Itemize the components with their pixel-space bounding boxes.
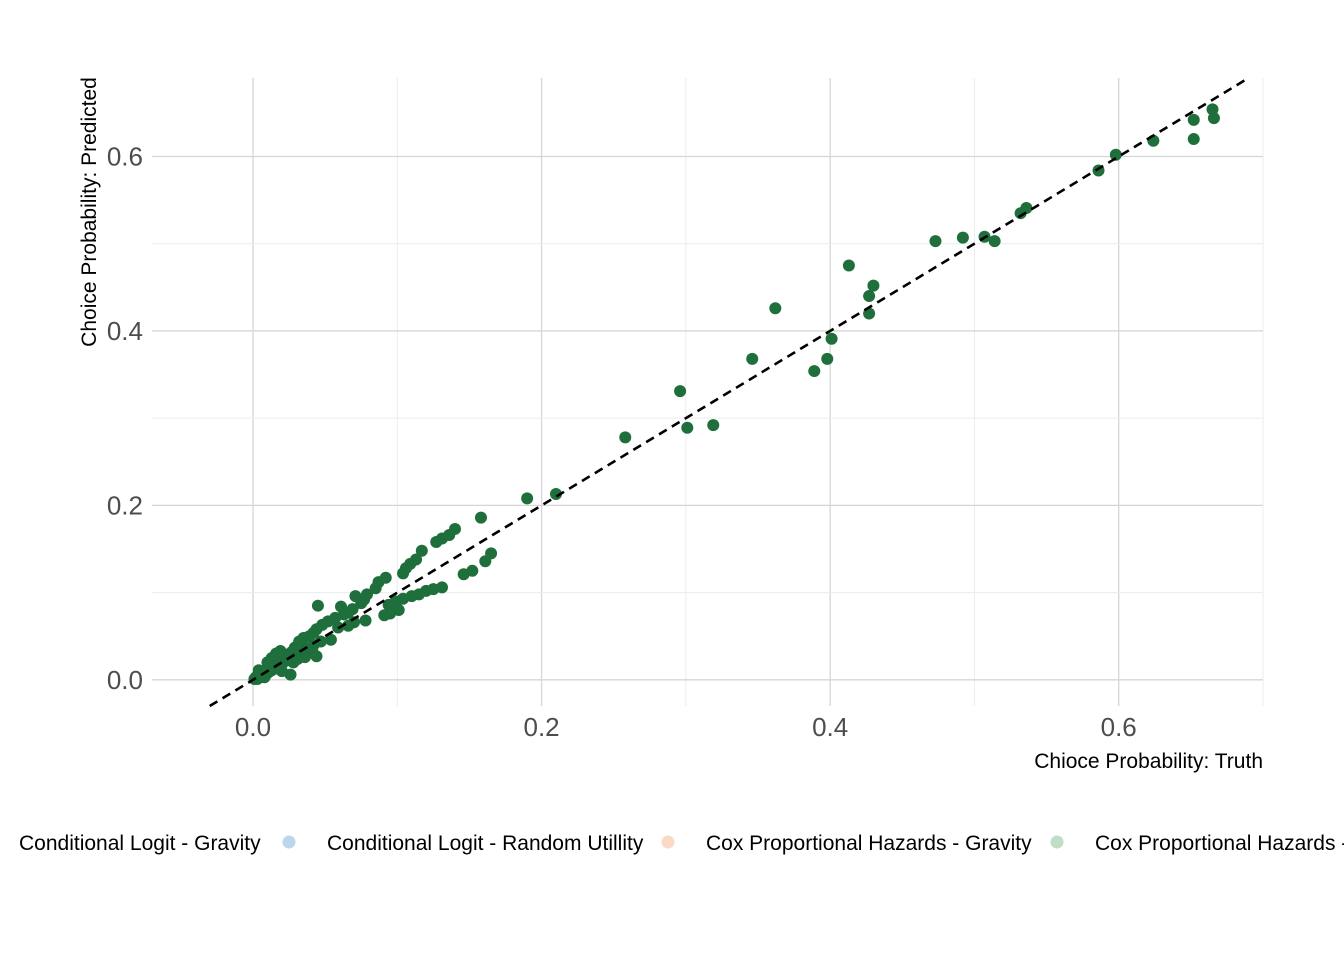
plot-panel [152,76,1264,708]
data-point [707,419,720,432]
data-point [867,279,880,292]
y-tick-label: 0.0 [107,665,143,695]
x-axis-title: Chioce Probability: Truth [1034,750,1263,773]
x-axis-tick-labels: 0.0 0.2 0.4 0.6 [235,712,1137,742]
y-tick-label: 0.6 [107,142,143,172]
data-point [457,568,470,581]
data-point [479,555,492,568]
data-point [825,332,838,345]
data-point [821,352,834,365]
legend-label: Cox Proportional Hazards - Gravity [706,832,1032,855]
data-point [474,511,487,524]
x-tick-label: 0.2 [523,712,559,742]
data-point [397,567,410,580]
data-point [842,259,855,272]
data-point [415,544,428,557]
data-point [1014,207,1027,220]
data-point [430,536,443,549]
grid-lines [152,78,1264,706]
legend-label: Conditional Logit - Random Utillity [327,832,644,855]
data-point [298,651,311,664]
y-axis-title: Choice Probability: Predicted [78,77,101,347]
data-point [324,633,337,646]
data-point [275,665,288,678]
legend-key [661,835,675,849]
data-point [808,365,821,378]
data-point [746,352,759,365]
legend-key [282,835,296,849]
legend: Conditional Logit - Gravity Conditional L… [19,832,1344,855]
data-point [369,582,382,595]
reference-line-layer [209,76,1250,708]
data-point [521,492,534,505]
data-point [342,619,355,632]
data-point [1109,148,1122,161]
data-point [769,302,782,315]
y-tick-label: 0.2 [107,490,143,520]
data-point [310,650,323,663]
data-point [1187,113,1200,126]
x-tick-label: 0.4 [812,712,848,742]
x-tick-label: 0.6 [1101,712,1137,742]
legend-key [1050,835,1064,849]
data-point [863,290,876,303]
data-point [550,488,562,501]
legend-label: Conditional Logit - Gravity [19,832,261,855]
y-tick-label: 0.4 [107,316,143,346]
data-point [681,421,694,434]
data-point [274,645,287,658]
data-point [619,431,632,444]
x-tick-label: 0.0 [235,712,271,742]
data-points [248,103,1220,685]
data-point [311,599,324,612]
data-point [359,614,372,627]
data-point [261,656,274,669]
data-point [1187,133,1200,146]
data-point [988,235,1001,248]
data-point [956,231,969,244]
data-point [378,609,391,622]
legend-label: Cox Proportional Hazards - [1095,832,1344,855]
identity-reference-line [209,76,1250,708]
data-point [355,597,368,610]
data-point [1207,112,1220,125]
data-point [674,385,687,398]
data-point [929,235,942,248]
y-axis-tick-labels: 0.0 0.2 0.4 0.6 [107,142,143,695]
